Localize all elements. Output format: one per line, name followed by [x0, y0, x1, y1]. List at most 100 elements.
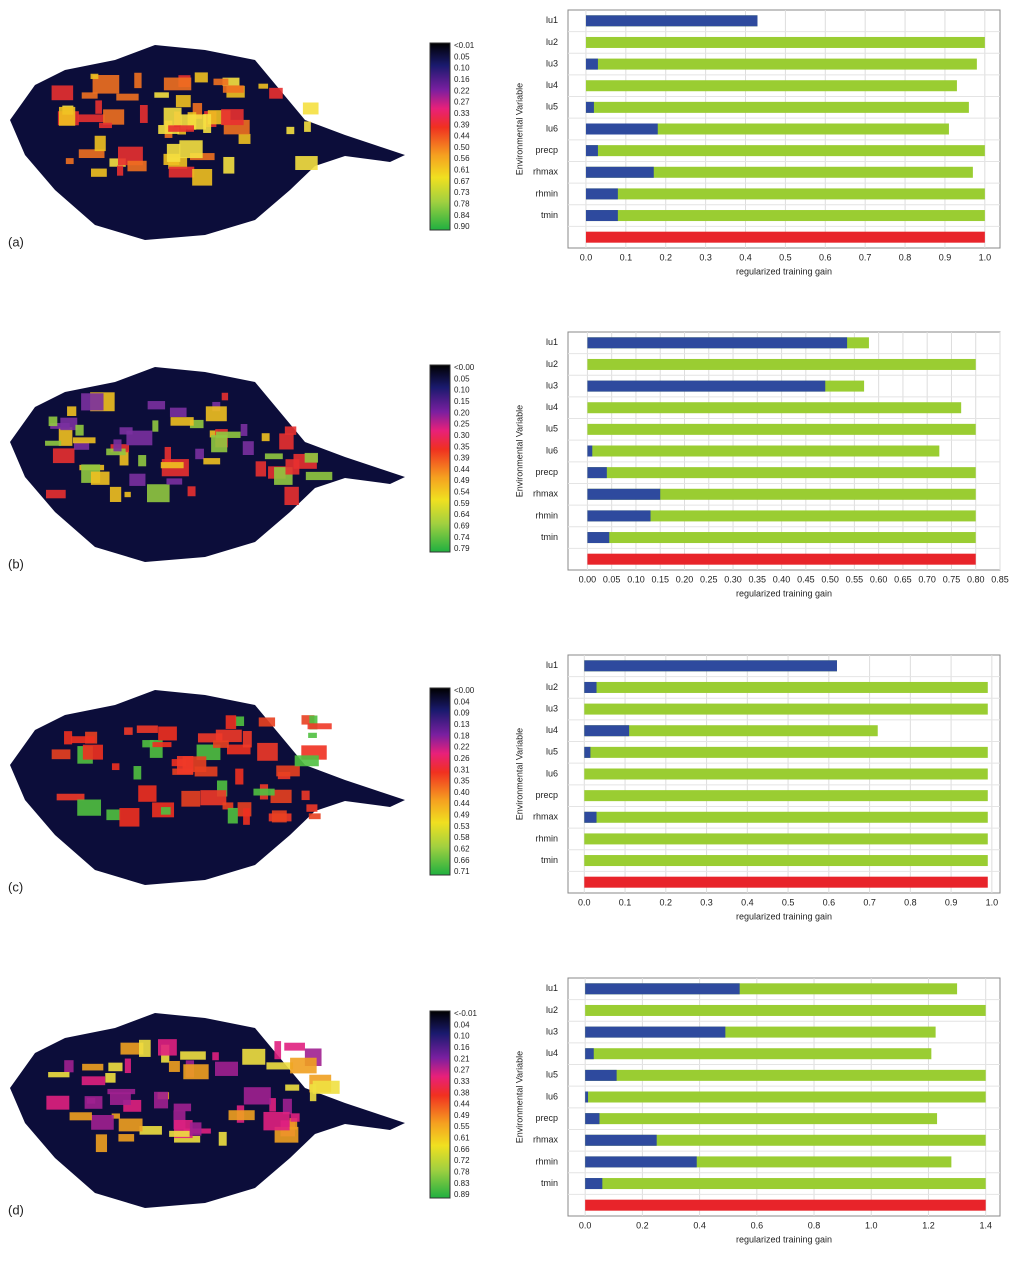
map-patch — [312, 1080, 340, 1094]
category-label: lu4 — [546, 402, 558, 412]
map-patch — [307, 723, 332, 730]
colorbar-label: 0.71 — [454, 867, 470, 876]
category-label: precp — [535, 790, 558, 800]
category-label: lu3 — [546, 58, 558, 68]
map-patch — [169, 407, 187, 417]
category-label: precp — [535, 1113, 558, 1123]
map-patch — [106, 448, 126, 456]
bar — [585, 1178, 986, 1190]
bar — [587, 532, 976, 544]
map-patch — [290, 1057, 317, 1074]
colorbar-label: 0.22 — [454, 743, 470, 752]
bar — [585, 166, 973, 178]
colorbar-label: 0.04 — [454, 697, 470, 706]
x-tick-label: 0.20 — [676, 574, 694, 584]
map-patch — [209, 430, 218, 438]
x-tick-label: 0.50 — [821, 574, 839, 584]
colorbar-label: 0.66 — [454, 1145, 470, 1154]
map-patch — [45, 440, 62, 446]
colorbar-label: 0.67 — [454, 177, 470, 186]
island — [10, 367, 405, 562]
category-label: rhmin — [535, 1156, 558, 1166]
map-patch — [164, 446, 172, 463]
x-tick-label: 0.6 — [751, 1220, 764, 1230]
x-tick-label: 0.6 — [819, 252, 832, 262]
bar — [587, 445, 593, 457]
map-patch — [46, 489, 66, 499]
x-tick-label: 0.7 — [863, 897, 876, 907]
map-patch — [309, 1084, 317, 1102]
x-tick-label: 0.9 — [945, 897, 958, 907]
bar — [585, 1134, 986, 1146]
category-label: precp — [535, 145, 558, 155]
map-patch — [189, 1122, 202, 1136]
map-patch — [305, 471, 333, 481]
x-tick-label: 0.70 — [918, 574, 936, 584]
x-tick-label: 0.2 — [660, 897, 673, 907]
map-patch — [90, 471, 110, 485]
bar — [587, 337, 848, 349]
category-label: rhmin — [535, 833, 558, 843]
map-patch — [187, 486, 196, 497]
x-tick-label: 0.3 — [700, 897, 713, 907]
x-tick-label: 1.2 — [922, 1220, 935, 1230]
bar — [584, 811, 597, 823]
map-patch — [243, 808, 250, 825]
map-patch — [81, 393, 104, 411]
map-patch — [117, 146, 143, 166]
map-patch — [111, 1113, 120, 1119]
map-patch — [48, 416, 58, 427]
map-patch — [50, 422, 70, 429]
category-label: rhmin — [535, 188, 558, 198]
bar — [585, 123, 658, 135]
colorbar-label: 0.22 — [454, 86, 470, 95]
map-patch — [105, 1073, 116, 1083]
map-patch — [95, 100, 102, 114]
colorbar-label: 0.18 — [454, 731, 470, 740]
bar — [585, 210, 618, 222]
map-patch — [116, 93, 139, 101]
bar — [587, 445, 940, 457]
map-patch — [284, 486, 299, 506]
map-patch — [197, 733, 223, 743]
bar — [585, 1048, 594, 1060]
map — [10, 367, 405, 562]
map-patch — [82, 1063, 104, 1071]
map-patch — [196, 744, 221, 761]
x-tick-label: 0.8 — [808, 1220, 821, 1230]
colorbar-label: <0.00 — [454, 686, 475, 695]
colorbar-label: 0.44 — [454, 132, 470, 141]
bar — [585, 101, 969, 113]
map-patch — [90, 73, 99, 80]
map-patch — [189, 419, 204, 429]
category-label: tmin — [541, 210, 558, 220]
colorbar-label: 0.04 — [454, 1020, 470, 1029]
category-label: lu6 — [546, 445, 558, 455]
map-patch — [119, 450, 129, 466]
colorbar-label: 0.21 — [454, 1054, 470, 1063]
map-patch — [109, 1092, 131, 1105]
map-patch — [117, 165, 124, 176]
map — [10, 45, 405, 240]
map-patch — [56, 793, 85, 801]
bar — [584, 681, 988, 693]
map-patch — [113, 439, 122, 452]
map-patch — [213, 78, 229, 86]
colorbar-label: 0.40 — [454, 788, 470, 797]
map-patch — [242, 1048, 266, 1065]
x-tick-label: 1.0 — [979, 252, 992, 262]
panel-label: (b) — [8, 556, 24, 571]
x-tick-label: 1.0 — [865, 1220, 878, 1230]
colorbar-label: 0.10 — [454, 64, 470, 73]
colorbar-label: 0.90 — [454, 222, 470, 231]
bar — [585, 983, 740, 995]
category-label: rhmax — [533, 1135, 559, 1145]
map-patch — [142, 740, 154, 748]
map-patch — [166, 143, 181, 162]
map-patch — [181, 790, 201, 807]
category-label: lu1 — [546, 15, 558, 25]
x-tick-label: 0.6 — [823, 897, 836, 907]
colorbar-label: 0.50 — [454, 143, 470, 152]
bar — [587, 380, 826, 392]
x-tick-label: 0.3 — [699, 252, 712, 262]
